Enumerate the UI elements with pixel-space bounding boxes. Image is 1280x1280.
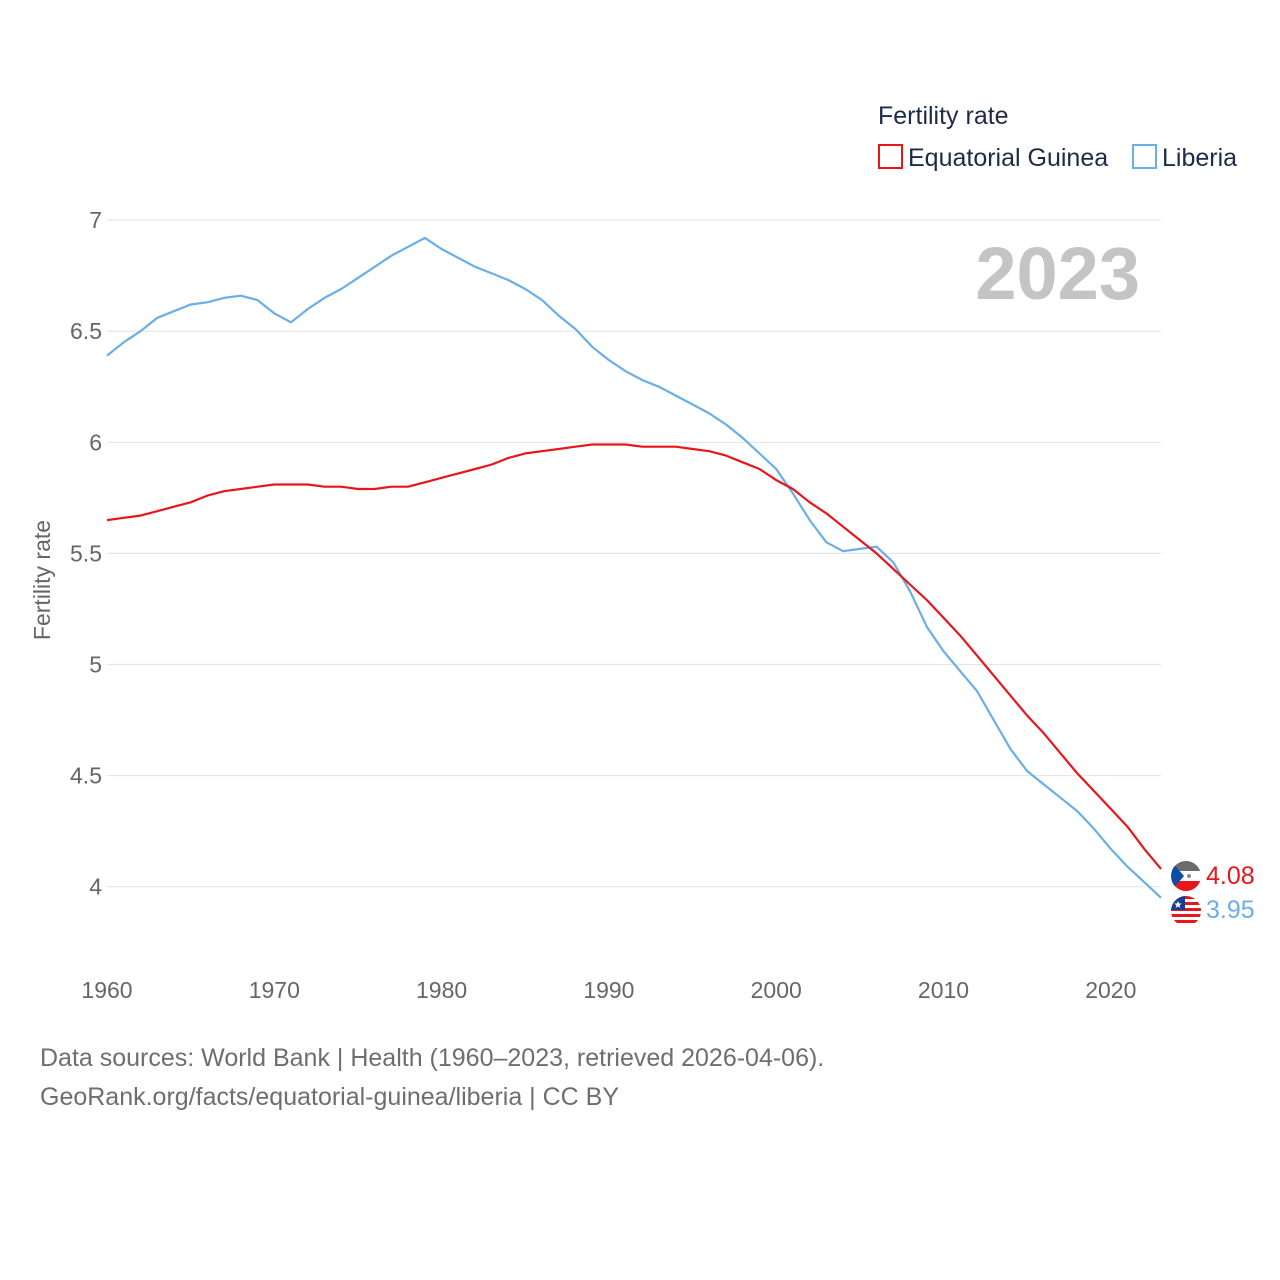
liberia-flag-icon: ★ [1171,896,1201,926]
x-tick-label: 1960 [81,977,132,1003]
series-line-liberia [106,236,1162,899]
y-tick-label: 5.5 [70,540,102,566]
x-tick-label: 2000 [751,977,802,1003]
end-value-liberia: 3.95 [1206,896,1255,924]
legend-swatch-equatorial-guinea [878,144,903,169]
y-tick-label: 5 [89,651,102,677]
y-axis-title: Fertility rate [29,520,55,640]
x-tick-label: 1990 [583,977,634,1003]
y-tick-label: 6.5 [70,318,102,344]
svg-text:★: ★ [1174,900,1183,911]
gridlines [107,219,1161,888]
year-stamp: 2023 [975,232,1140,315]
y-tick-label: 7 [89,207,102,233]
series-line-equatorial-guinea [106,443,1162,870]
y-tick-label: 4 [89,874,102,900]
x-axis-ticks: 1960 1970 1980 1990 2000 2010 2020 [81,977,1136,1003]
legend-title: Fertility rate [878,102,1009,130]
legend: Fertility rate Equatorial Guinea Liberia [878,102,1237,172]
x-tick-label: 2010 [918,977,969,1003]
x-tick-label: 1970 [249,977,300,1003]
y-axis-ticks: 4 4.5 5 5.5 6 6.5 7 [70,207,102,900]
source-link[interactable]: GeoRank.org/facts/equatorial-guinea/libe… [40,1083,620,1111]
source-note: Data sources: World Bank | Health (1960–… [40,1044,825,1072]
series-lines [106,236,1162,899]
equatorial-guinea-flag-icon [1171,861,1201,891]
x-tick-label: 1980 [416,977,467,1003]
legend-item-equatorial-guinea[interactable]: Equatorial Guinea [878,144,1108,172]
legend-label-liberia: Liberia [1162,144,1237,172]
legend-item-liberia[interactable]: Liberia [1132,144,1237,172]
y-tick-label: 6 [89,429,102,455]
y-tick-label: 4.5 [70,763,102,789]
x-tick-label: 2020 [1085,977,1136,1003]
end-value-equatorial-guinea: 4.08 [1206,862,1255,890]
legend-swatch-liberia [1132,144,1157,169]
legend-label-equatorial-guinea: Equatorial Guinea [908,144,1108,172]
